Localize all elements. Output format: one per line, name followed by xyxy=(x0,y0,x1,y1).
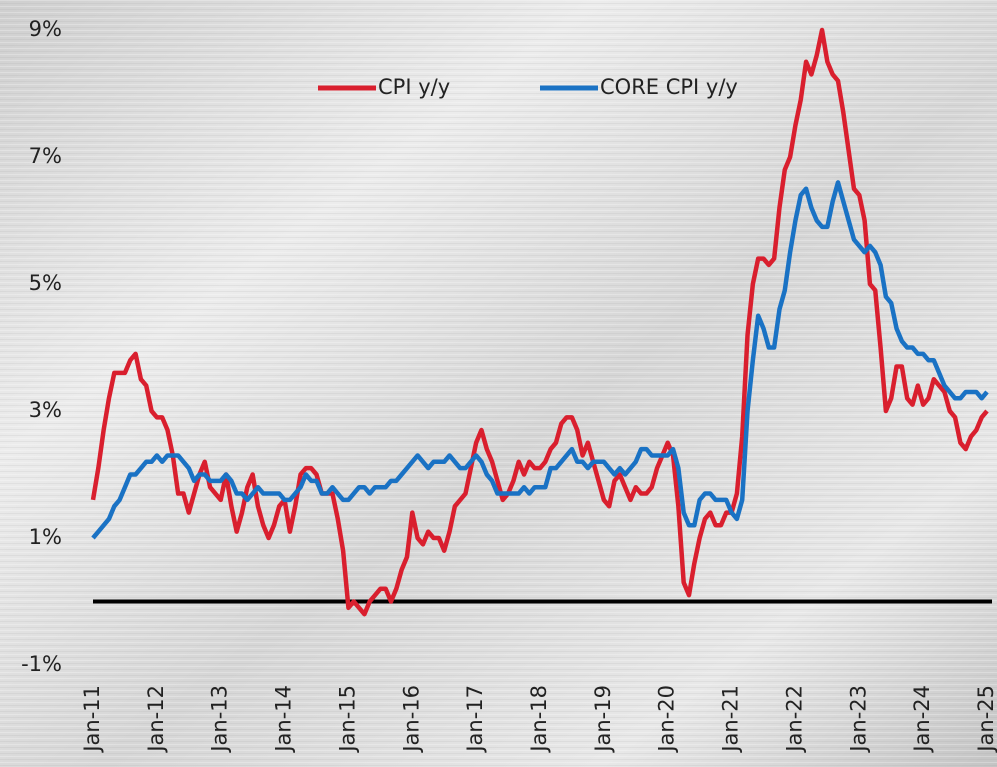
x-tick-label: Jan-23 xyxy=(846,685,870,754)
series-line xyxy=(91,180,989,540)
y-tick-label: 1% xyxy=(29,525,62,549)
x-tick-label: Jan-24 xyxy=(910,685,934,754)
y-tick-label: 7% xyxy=(29,144,62,168)
x-tick-label: Jan-21 xyxy=(719,685,743,754)
x-tick-label: Jan-11 xyxy=(80,685,104,754)
y-tick-label: -1% xyxy=(21,652,62,676)
x-tick-label: Jan-16 xyxy=(399,685,423,754)
x-tick-label: Jan-13 xyxy=(208,685,232,754)
series-line xyxy=(90,27,989,617)
x-tick-label: Jan-20 xyxy=(655,685,679,754)
x-tick-label: Jan-17 xyxy=(463,685,487,754)
x-tick-label: Jan-19 xyxy=(591,685,615,754)
x-tick-label: Jan-14 xyxy=(272,685,296,754)
x-tick-label: Jan-22 xyxy=(782,685,806,754)
x-tick-label: Jan-25 xyxy=(974,685,997,754)
y-tick-label: 5% xyxy=(29,271,62,295)
y-tick-label: 3% xyxy=(29,398,62,422)
x-tick-label: Jan-15 xyxy=(335,685,359,754)
legend-label: CPI y/y xyxy=(378,75,450,99)
legend-label: CORE CPI y/y xyxy=(600,75,738,99)
x-tick-label: Jan-18 xyxy=(527,685,551,754)
y-tick-label: 9% xyxy=(29,17,62,41)
x-tick-label: Jan-12 xyxy=(144,685,168,754)
